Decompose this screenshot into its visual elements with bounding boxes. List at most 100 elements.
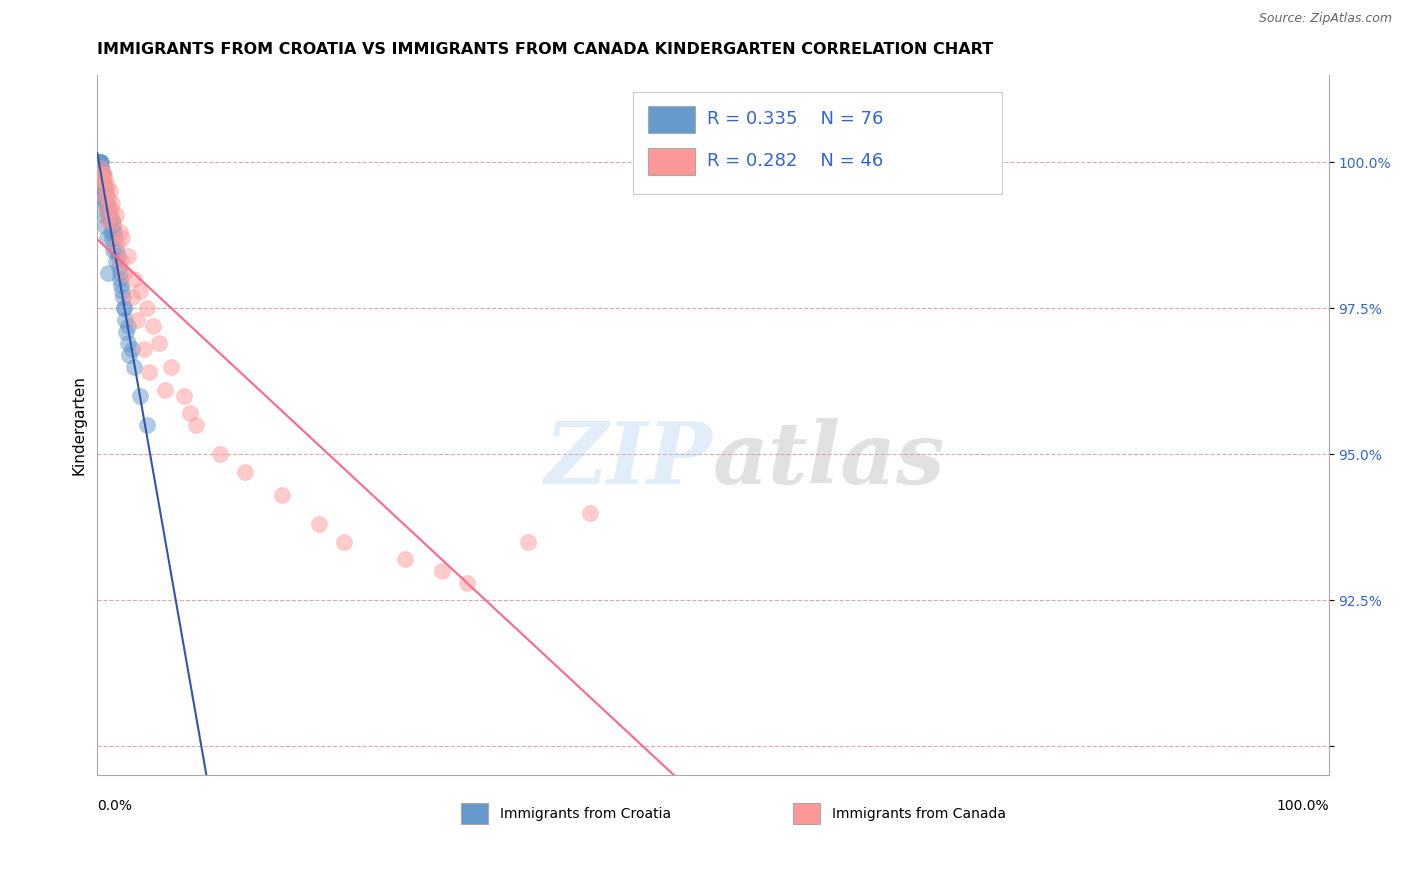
Point [111, 231, 134, 245]
FancyBboxPatch shape [793, 804, 820, 824]
Text: R = 0.282    N = 46: R = 0.282 N = 46 [707, 153, 883, 170]
Point [101, 196, 124, 211]
Point [114, 266, 136, 280]
Point [107, 249, 129, 263]
Point [87, 155, 110, 169]
Point [121, 342, 143, 356]
Point [129, 284, 152, 298]
Point [89, 161, 111, 175]
Point [104, 231, 127, 245]
Point [104, 208, 127, 222]
Point [93, 172, 115, 186]
Point [117, 336, 139, 351]
Point [97, 190, 120, 204]
Point [96, 190, 118, 204]
Point [124, 359, 146, 374]
Point [94, 190, 117, 204]
FancyBboxPatch shape [648, 106, 695, 133]
Point [103, 213, 125, 227]
Point [89, 155, 111, 169]
Point [134, 342, 156, 356]
Point [148, 336, 170, 351]
Point [135, 301, 157, 316]
Point [101, 219, 124, 234]
Point [308, 517, 330, 532]
Point [135, 417, 157, 432]
Point [91, 167, 114, 181]
Point [96, 202, 118, 216]
Point [93, 196, 115, 211]
Point [97, 213, 120, 227]
Point [90, 172, 112, 186]
Point [89, 161, 111, 175]
Point [153, 383, 176, 397]
Point [105, 243, 128, 257]
Point [94, 196, 117, 211]
Point [97, 202, 120, 216]
Point [108, 260, 131, 275]
Point [104, 254, 127, 268]
Point [108, 225, 131, 239]
Point [91, 172, 114, 186]
Point [91, 190, 114, 204]
Point [173, 389, 195, 403]
Point [89, 155, 111, 169]
Point [114, 301, 136, 316]
Point [93, 178, 115, 193]
Point [110, 254, 132, 268]
Point [91, 167, 114, 181]
Point [271, 488, 294, 502]
Text: ZIP: ZIP [546, 418, 713, 502]
Point [89, 167, 111, 181]
Point [517, 534, 540, 549]
Point [100, 213, 122, 227]
Point [121, 289, 143, 303]
Point [124, 272, 146, 286]
Point [111, 289, 134, 303]
Point [96, 202, 118, 216]
Point [394, 552, 416, 566]
Point [98, 213, 121, 227]
Text: Source: ZipAtlas.com: Source: ZipAtlas.com [1258, 12, 1392, 25]
Point [89, 155, 111, 169]
Point [91, 167, 114, 181]
Point [93, 178, 115, 193]
Point [93, 178, 115, 193]
Point [94, 185, 117, 199]
Point [430, 564, 453, 578]
Point [105, 236, 128, 251]
Point [142, 318, 165, 333]
Text: Immigrants from Canada: Immigrants from Canada [832, 807, 1007, 821]
Point [129, 389, 152, 403]
Point [93, 167, 115, 181]
Point [209, 447, 232, 461]
Point [91, 172, 114, 186]
Point [100, 202, 122, 216]
Point [90, 155, 112, 169]
FancyBboxPatch shape [461, 804, 488, 824]
Point [117, 249, 139, 263]
Point [160, 359, 183, 374]
Point [87, 155, 110, 169]
Point [118, 348, 141, 362]
Point [332, 534, 354, 549]
Point [108, 266, 131, 280]
Text: 100.0%: 100.0% [1277, 799, 1329, 814]
Point [115, 325, 138, 339]
Point [112, 301, 135, 316]
Point [103, 225, 125, 239]
Point [103, 243, 125, 257]
Point [117, 318, 139, 333]
Point [90, 167, 112, 181]
Point [456, 575, 478, 590]
Point [110, 277, 132, 292]
Point [97, 266, 120, 280]
Point [100, 225, 122, 239]
Point [96, 231, 118, 245]
Y-axis label: Kindergarten: Kindergarten [72, 375, 86, 475]
Point [138, 366, 160, 380]
Point [91, 178, 114, 193]
Point [90, 167, 112, 181]
Text: Immigrants from Croatia: Immigrants from Croatia [501, 807, 671, 821]
Text: IMMIGRANTS FROM CROATIA VS IMMIGRANTS FROM CANADA KINDERGARTEN CORRELATION CHART: IMMIGRANTS FROM CROATIA VS IMMIGRANTS FR… [97, 42, 994, 57]
